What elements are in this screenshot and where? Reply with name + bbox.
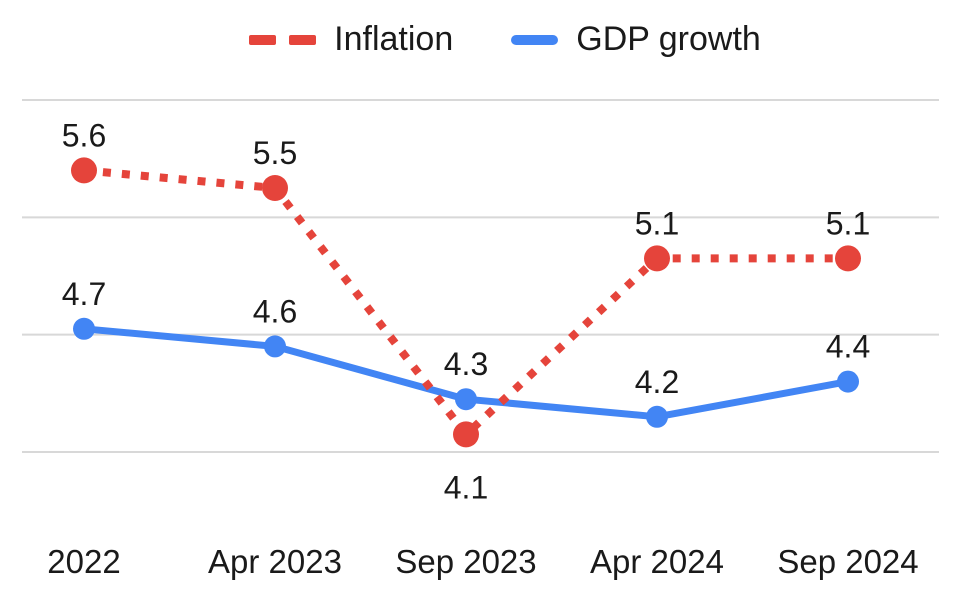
data-point-gdp-growth: [646, 405, 668, 428]
x-axis-label: Apr 2023: [208, 543, 342, 580]
value-label-inflation: 5.1: [635, 205, 679, 241]
value-label-inflation: 5.6: [62, 117, 106, 153]
value-label-inflation: 5.5: [253, 135, 297, 171]
data-point-gdp-growth: [73, 317, 95, 340]
data-point-gdp-growth: [837, 370, 859, 393]
value-label-gdp-growth: 4.3: [444, 346, 488, 382]
data-point-inflation: [262, 175, 288, 201]
x-axis-label: Sep 2024: [777, 543, 918, 580]
x-axis-label: Sep 2023: [395, 543, 536, 580]
data-point-inflation: [453, 421, 479, 448]
value-label-gdp-growth: 4.7: [62, 276, 106, 312]
value-label-gdp-growth: 4.4: [826, 329, 870, 365]
gdp-growth-solid-line-swatch: [511, 34, 559, 45]
x-axis-label: Apr 2024: [590, 543, 724, 580]
x-axis-label: 2022: [47, 543, 120, 580]
legend-item-gdp-growth: GDP growth: [511, 20, 761, 59]
legend-label-inflation: Inflation: [334, 20, 454, 58]
value-label-gdp-growth: 4.6: [253, 293, 297, 329]
legend-item-inflation: Inflation: [249, 20, 453, 59]
inflation-dashed-line-swatch: [249, 34, 317, 45]
value-label-gdp-growth: 4.2: [635, 364, 679, 400]
data-point-gdp-growth: [264, 335, 286, 358]
data-point-inflation: [835, 245, 861, 272]
value-label-inflation: 4.1: [444, 469, 488, 505]
legend-label-gdp-growth: GDP growth: [576, 20, 761, 58]
value-label-inflation: 5.1: [826, 205, 870, 241]
data-point-inflation: [71, 157, 97, 184]
data-point-inflation: [644, 245, 670, 272]
chart-legend: Inflation GDP growth: [0, 20, 960, 59]
data-point-gdp-growth: [455, 388, 477, 411]
